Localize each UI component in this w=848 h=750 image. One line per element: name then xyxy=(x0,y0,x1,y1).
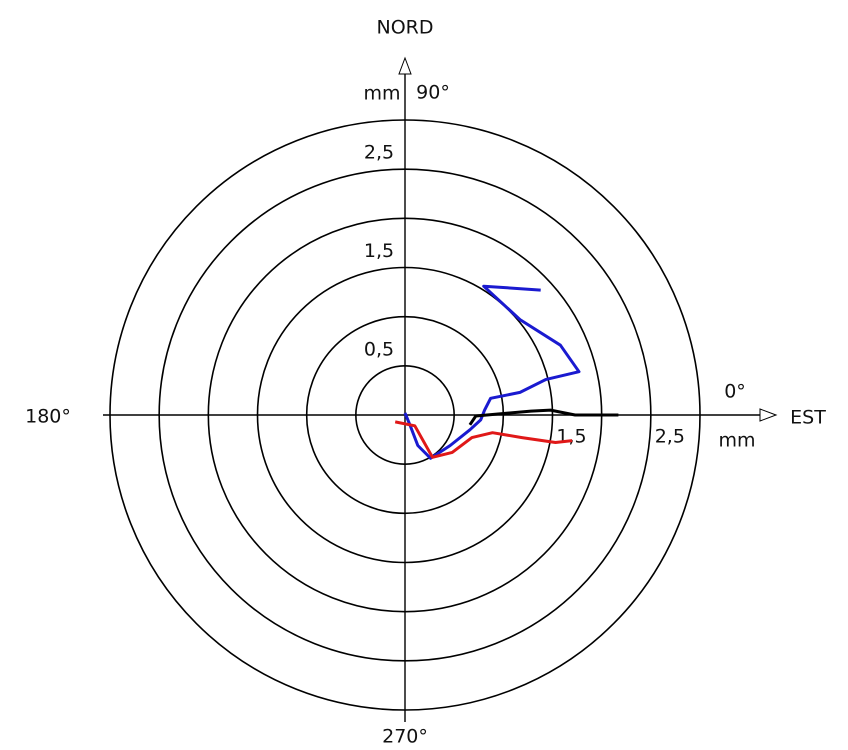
trace-line xyxy=(394,420,573,459)
x-tick-label: 2,5 xyxy=(655,426,685,448)
x-tick-label: 1,5 xyxy=(556,426,586,448)
r-tick-label: 2,5 xyxy=(364,142,394,164)
r-tick-label: 0,5 xyxy=(364,338,394,360)
unit-label: mm xyxy=(718,430,755,452)
east-label: EST xyxy=(790,407,826,429)
angle-label: 270° xyxy=(382,726,428,748)
trace-line xyxy=(403,284,581,460)
arrow xyxy=(759,408,778,422)
angle-label: 180° xyxy=(25,406,71,428)
r-tick-label: 1,5 xyxy=(364,240,394,262)
trace-line xyxy=(468,408,619,426)
angle-label: 90° xyxy=(416,82,450,104)
north-label: NORD xyxy=(377,17,434,39)
unit-label: mm xyxy=(363,83,400,105)
angle-label: 0° xyxy=(724,381,746,403)
arrow xyxy=(398,56,412,75)
